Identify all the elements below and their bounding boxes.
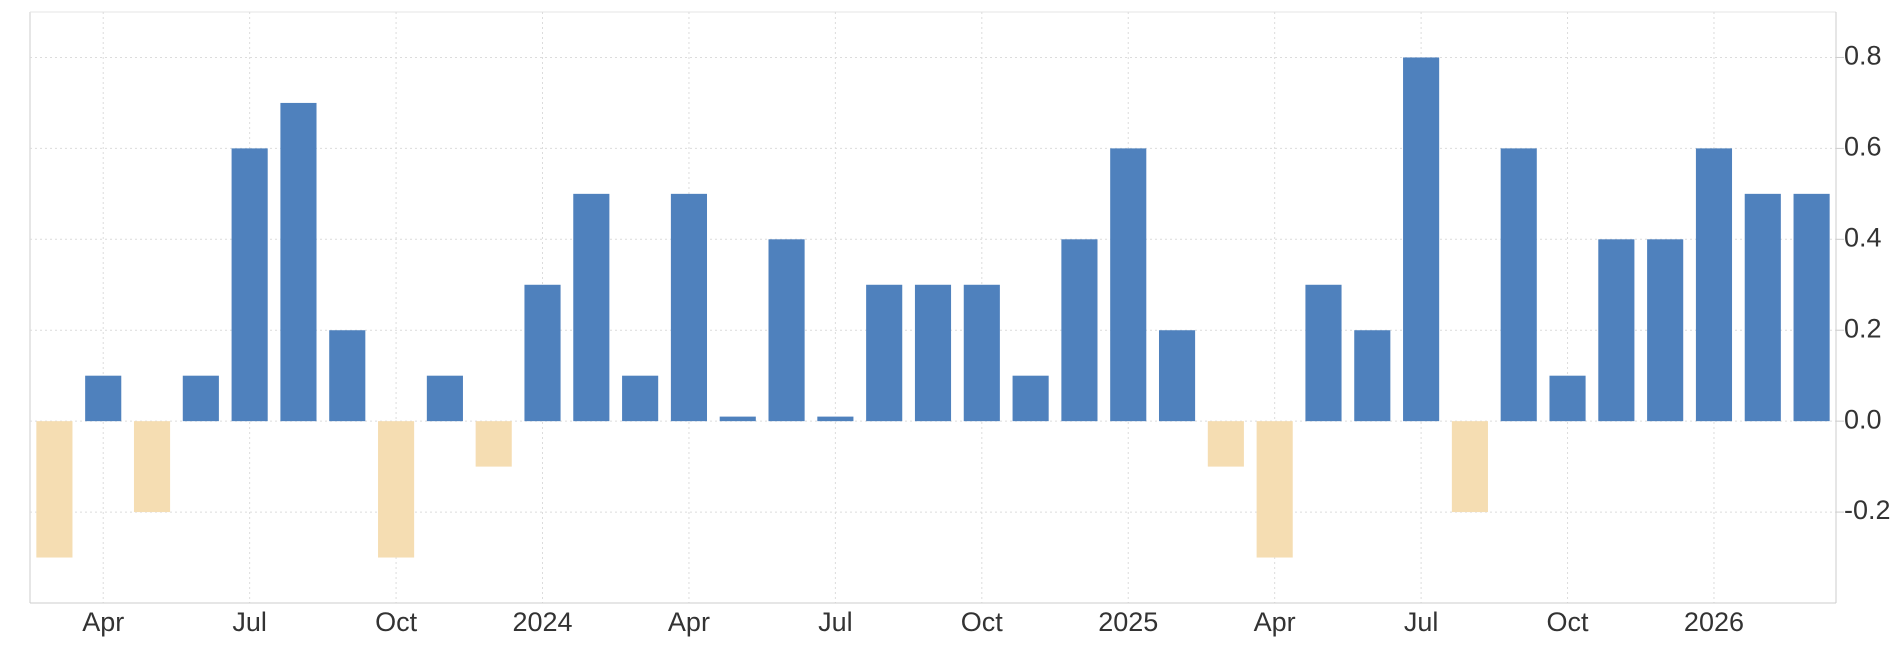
bar xyxy=(914,284,952,422)
x-tick-label: Oct xyxy=(961,607,1004,637)
bar xyxy=(1647,239,1684,422)
bar xyxy=(1207,421,1244,467)
bar xyxy=(866,284,903,422)
bar xyxy=(378,421,415,558)
bar xyxy=(1012,375,1049,422)
bar xyxy=(1354,330,1391,422)
x-tick-label: Jul xyxy=(1404,607,1439,637)
x-tick-label: 2025 xyxy=(1098,607,1158,637)
bar xyxy=(1500,148,1537,422)
bar xyxy=(1403,57,1440,422)
bar xyxy=(1744,193,1781,422)
x-tick-label: Oct xyxy=(375,607,418,637)
bar xyxy=(182,375,219,422)
y-tick-label: 0.6 xyxy=(1844,132,1882,162)
bar xyxy=(1305,284,1342,422)
bar xyxy=(670,193,708,422)
bar xyxy=(36,421,73,558)
bar xyxy=(719,416,756,422)
y-tick-label: 0.0 xyxy=(1844,404,1882,434)
x-tick-label: Apr xyxy=(82,607,124,637)
x-tick-label: Apr xyxy=(668,607,710,637)
bar xyxy=(963,284,1000,422)
bar xyxy=(768,239,805,422)
bar xyxy=(1793,193,1830,422)
bar xyxy=(426,375,463,422)
bar xyxy=(280,102,317,422)
x-tick-label: 2024 xyxy=(512,607,572,637)
bar xyxy=(573,193,610,422)
bar xyxy=(1695,148,1733,422)
bar xyxy=(1598,239,1635,422)
bar xyxy=(85,375,122,422)
bar xyxy=(1549,375,1586,422)
x-tick-label: Jul xyxy=(818,607,853,637)
x-tick-label: Apr xyxy=(1254,607,1296,637)
bar xyxy=(817,416,854,422)
x-tick-label: 2026 xyxy=(1684,607,1744,637)
bar xyxy=(133,421,171,513)
bar xyxy=(1451,421,1488,513)
x-tick-label: Jul xyxy=(232,607,267,637)
bar xyxy=(1061,239,1098,422)
bar xyxy=(231,148,268,422)
y-tick-label: -0.2 xyxy=(1844,495,1891,525)
bar xyxy=(1158,330,1196,422)
bar xyxy=(1110,148,1147,422)
bar xyxy=(524,284,561,422)
y-tick-label: 0.2 xyxy=(1844,313,1882,343)
bar xyxy=(622,375,659,422)
y-tick-label: 0.4 xyxy=(1844,222,1882,252)
bar xyxy=(1256,421,1293,558)
x-tick-label: Oct xyxy=(1547,607,1590,637)
bar xyxy=(475,421,512,467)
bar xyxy=(329,330,366,422)
y-tick-label: 0.8 xyxy=(1844,41,1882,71)
